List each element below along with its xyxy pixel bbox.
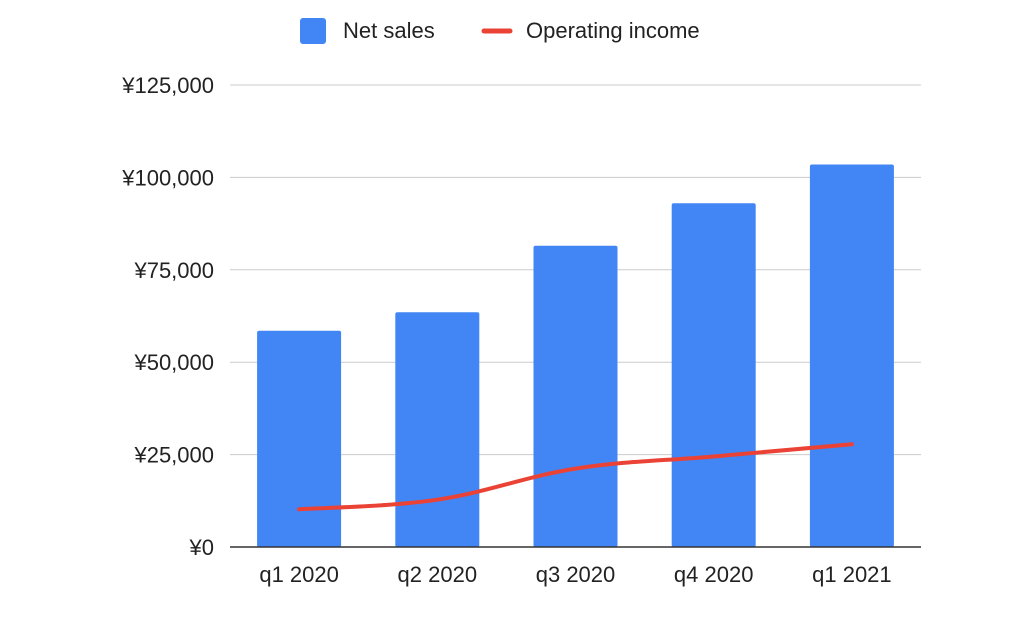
y-tick-label: ¥0 bbox=[189, 535, 214, 560]
y-tick-label: ¥125,000 bbox=[121, 73, 214, 98]
legend-swatch-net-sales bbox=[300, 18, 326, 44]
x-tick-label: q3 2020 bbox=[536, 562, 616, 587]
y-axis: ¥0 ¥25,000 ¥50,000 ¥75,000 ¥100,000 ¥125,000 bbox=[121, 73, 214, 560]
x-axis: q1 2020 q2 2020 q3 2020 q4 2020 q1 2021 bbox=[230, 546, 921, 587]
y-tick-label: ¥100,000 bbox=[121, 165, 214, 190]
bar-net-sales bbox=[395, 312, 480, 547]
x-tick-label: q4 2020 bbox=[674, 562, 754, 587]
x-tick-label: q2 2020 bbox=[398, 562, 478, 587]
x-tick-label: q1 2021 bbox=[812, 562, 892, 587]
bar-net-sales bbox=[809, 164, 894, 548]
line-series bbox=[297, 442, 854, 512]
x-tick-label: q1 2020 bbox=[259, 562, 339, 587]
bar-net-sales bbox=[257, 330, 342, 547]
y-tick-label: ¥25,000 bbox=[133, 443, 214, 468]
bar-net-sales bbox=[533, 245, 618, 547]
y-tick-label: ¥50,000 bbox=[133, 350, 214, 375]
bar-net-sales bbox=[671, 203, 756, 547]
bar-series bbox=[257, 164, 894, 548]
legend-label-net-sales: Net sales bbox=[343, 18, 435, 43]
legend: Net sales Operating income bbox=[300, 18, 700, 44]
y-tick-label: ¥75,000 bbox=[133, 258, 214, 283]
line-operating-income bbox=[297, 442, 854, 512]
legend-label-operating-income: Operating income bbox=[526, 18, 700, 43]
